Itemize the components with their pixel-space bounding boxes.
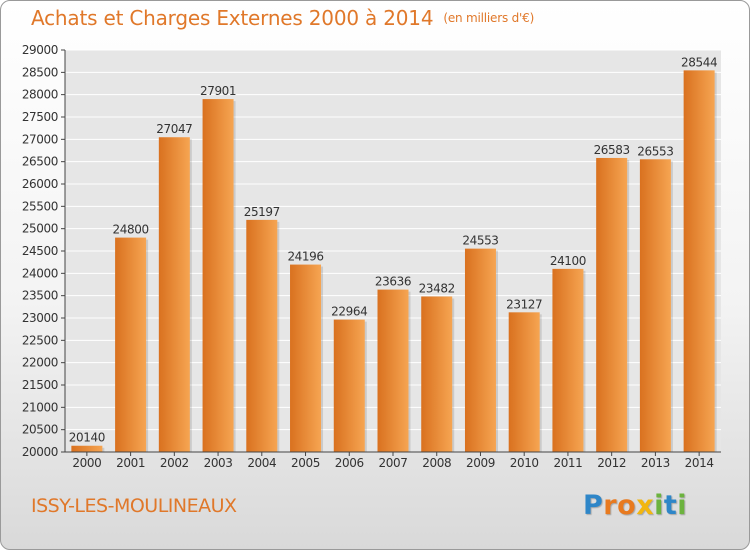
x-tick-label: 2008 [422, 456, 451, 470]
y-tick-label: 22000 [22, 356, 58, 370]
y-tick-label: 24000 [22, 266, 58, 280]
y-tick-label: 27000 [22, 132, 58, 146]
logo-letter: r [603, 490, 618, 521]
data-label: 28544 [681, 55, 717, 69]
y-tick-label: 27500 [22, 110, 58, 124]
bar [333, 319, 365, 452]
y-tick-label: 29000 [22, 43, 58, 57]
bar [508, 312, 540, 452]
logo-letter: P [583, 490, 604, 521]
value-labels: 20140 24800 27047 27901 25197 24196 22964 23636… [69, 55, 718, 445]
x-tick-label: 2013 [641, 456, 670, 470]
x-axis: 2000 2001 2002 2003 2004 2005 2006 2007 2008 2009… [65, 451, 721, 470]
data-label: 23482 [419, 281, 455, 295]
bar [464, 248, 496, 452]
bar [596, 157, 628, 452]
y-tick-label: 28000 [22, 88, 58, 102]
bar [377, 289, 409, 452]
y-tick-label: 21500 [22, 378, 58, 392]
city-name: ISSY-LES-MOULINEAUX [31, 495, 237, 517]
bar [71, 445, 103, 452]
x-tick-label: 2004 [247, 456, 276, 470]
y-tick-label: 20000 [22, 445, 58, 459]
data-label: 24100 [550, 254, 586, 268]
bar [290, 264, 322, 452]
y-tick-label: 25000 [22, 222, 58, 236]
x-tick-label: 2014 [685, 456, 714, 470]
y-tick-label: 26500 [22, 155, 58, 169]
data-label: 27047 [156, 122, 192, 136]
x-tick-label: 2011 [553, 456, 582, 470]
chart-title: Achats et Charges Externes 2000 à 2014 (e… [31, 6, 534, 30]
y-tick-label: 28500 [22, 65, 58, 79]
x-tick-label: 2003 [204, 456, 233, 470]
bar [202, 99, 234, 452]
logo-letter: i [654, 490, 664, 521]
x-tick-label: 2000 [72, 456, 101, 470]
data-label: 23127 [506, 297, 542, 311]
bar [158, 137, 190, 452]
y-tick-label: 23500 [22, 289, 58, 303]
bar [639, 159, 671, 453]
data-label: 24196 [287, 250, 323, 264]
x-tick-label: 2005 [291, 456, 320, 470]
data-label: 26553 [637, 144, 673, 158]
y-tick-label: 20500 [22, 423, 58, 437]
x-tick-label: 2007 [379, 456, 408, 470]
x-tick-label: 2010 [510, 456, 539, 470]
bar [115, 237, 147, 452]
data-label: 22964 [331, 305, 367, 319]
logo-letter: x [636, 490, 655, 521]
data-label: 25197 [244, 205, 280, 219]
logo-letter: o [617, 490, 637, 521]
y-tick-label: 22500 [22, 333, 58, 347]
proxiti-logo[interactable]: Proxiti [583, 490, 687, 521]
x-tick-label: 2009 [466, 456, 495, 470]
y-axis: 20000 20500 21000 21500 22000 22500 23000 23500… [22, 43, 66, 459]
y-tick-label: 25500 [22, 199, 58, 213]
data-label: 23636 [375, 275, 411, 289]
chart-title-text: Achats et Charges Externes 2000 à 2014 [31, 6, 434, 30]
data-label: 27901 [200, 84, 236, 98]
logo-letter: t [663, 490, 678, 521]
logo-letter: i [677, 490, 688, 521]
y-tick-label: 24500 [22, 244, 58, 258]
x-tick-label: 2001 [116, 456, 145, 470]
y-tick-label: 21000 [22, 400, 58, 414]
data-label: 26583 [594, 143, 630, 157]
x-tick-label: 2012 [597, 456, 626, 470]
y-tick-label: 23000 [22, 311, 58, 325]
data-label: 24553 [462, 234, 498, 248]
x-tick-label: 2002 [160, 456, 189, 470]
bar [421, 296, 453, 452]
data-label: 24800 [113, 223, 149, 237]
chart-unit-label: (en milliers d'€) [443, 11, 535, 25]
y-tick-label: 26000 [22, 177, 58, 191]
bars [71, 70, 717, 453]
data-label: 20140 [69, 431, 105, 445]
bar [552, 268, 584, 452]
bar [246, 219, 278, 452]
x-tick-label: 2006 [335, 456, 364, 470]
bar [683, 70, 715, 453]
